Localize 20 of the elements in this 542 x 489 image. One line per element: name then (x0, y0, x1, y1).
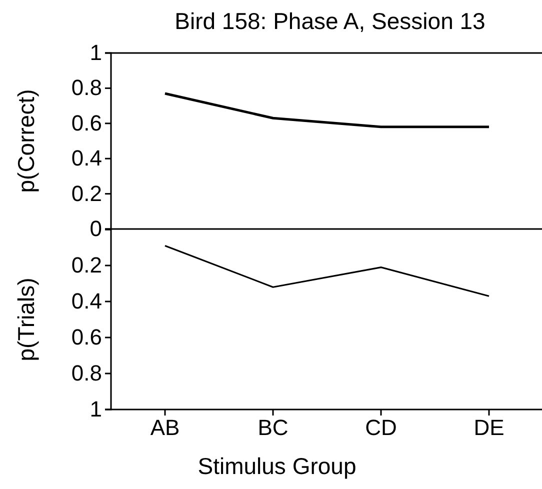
x-tick-label: AB (150, 415, 180, 440)
y-tick-label: 0.8 (71, 75, 102, 100)
y-tick-label: 1 (90, 396, 102, 422)
x-axis-title: Stimulus Group (198, 453, 356, 479)
y-tick-label: 0.6 (71, 110, 102, 136)
y-tick-label: 0 (90, 216, 102, 242)
chart-title: Bird 158: Phase A, Session 13 (174, 8, 486, 34)
y-tick-label: 0.2 (71, 180, 102, 206)
y-axis-title: p(Trials) (13, 278, 39, 362)
y-tick-label: 0.8 (71, 360, 102, 386)
y-tick-label: 1 (90, 40, 102, 66)
y-axis-title: p(Correct) (13, 89, 39, 193)
y-tick-label: 0.2 (71, 252, 102, 278)
x-tick-label: CD (365, 415, 397, 440)
y-tick-label: 0.4 (71, 288, 102, 314)
y-tick-label: 0.6 (71, 324, 102, 350)
line-series (164, 244, 490, 297)
x-tick-label: DE (474, 415, 504, 440)
x-tick-label: BC (258, 415, 288, 440)
y-tick-label: 0.4 (71, 146, 102, 171)
